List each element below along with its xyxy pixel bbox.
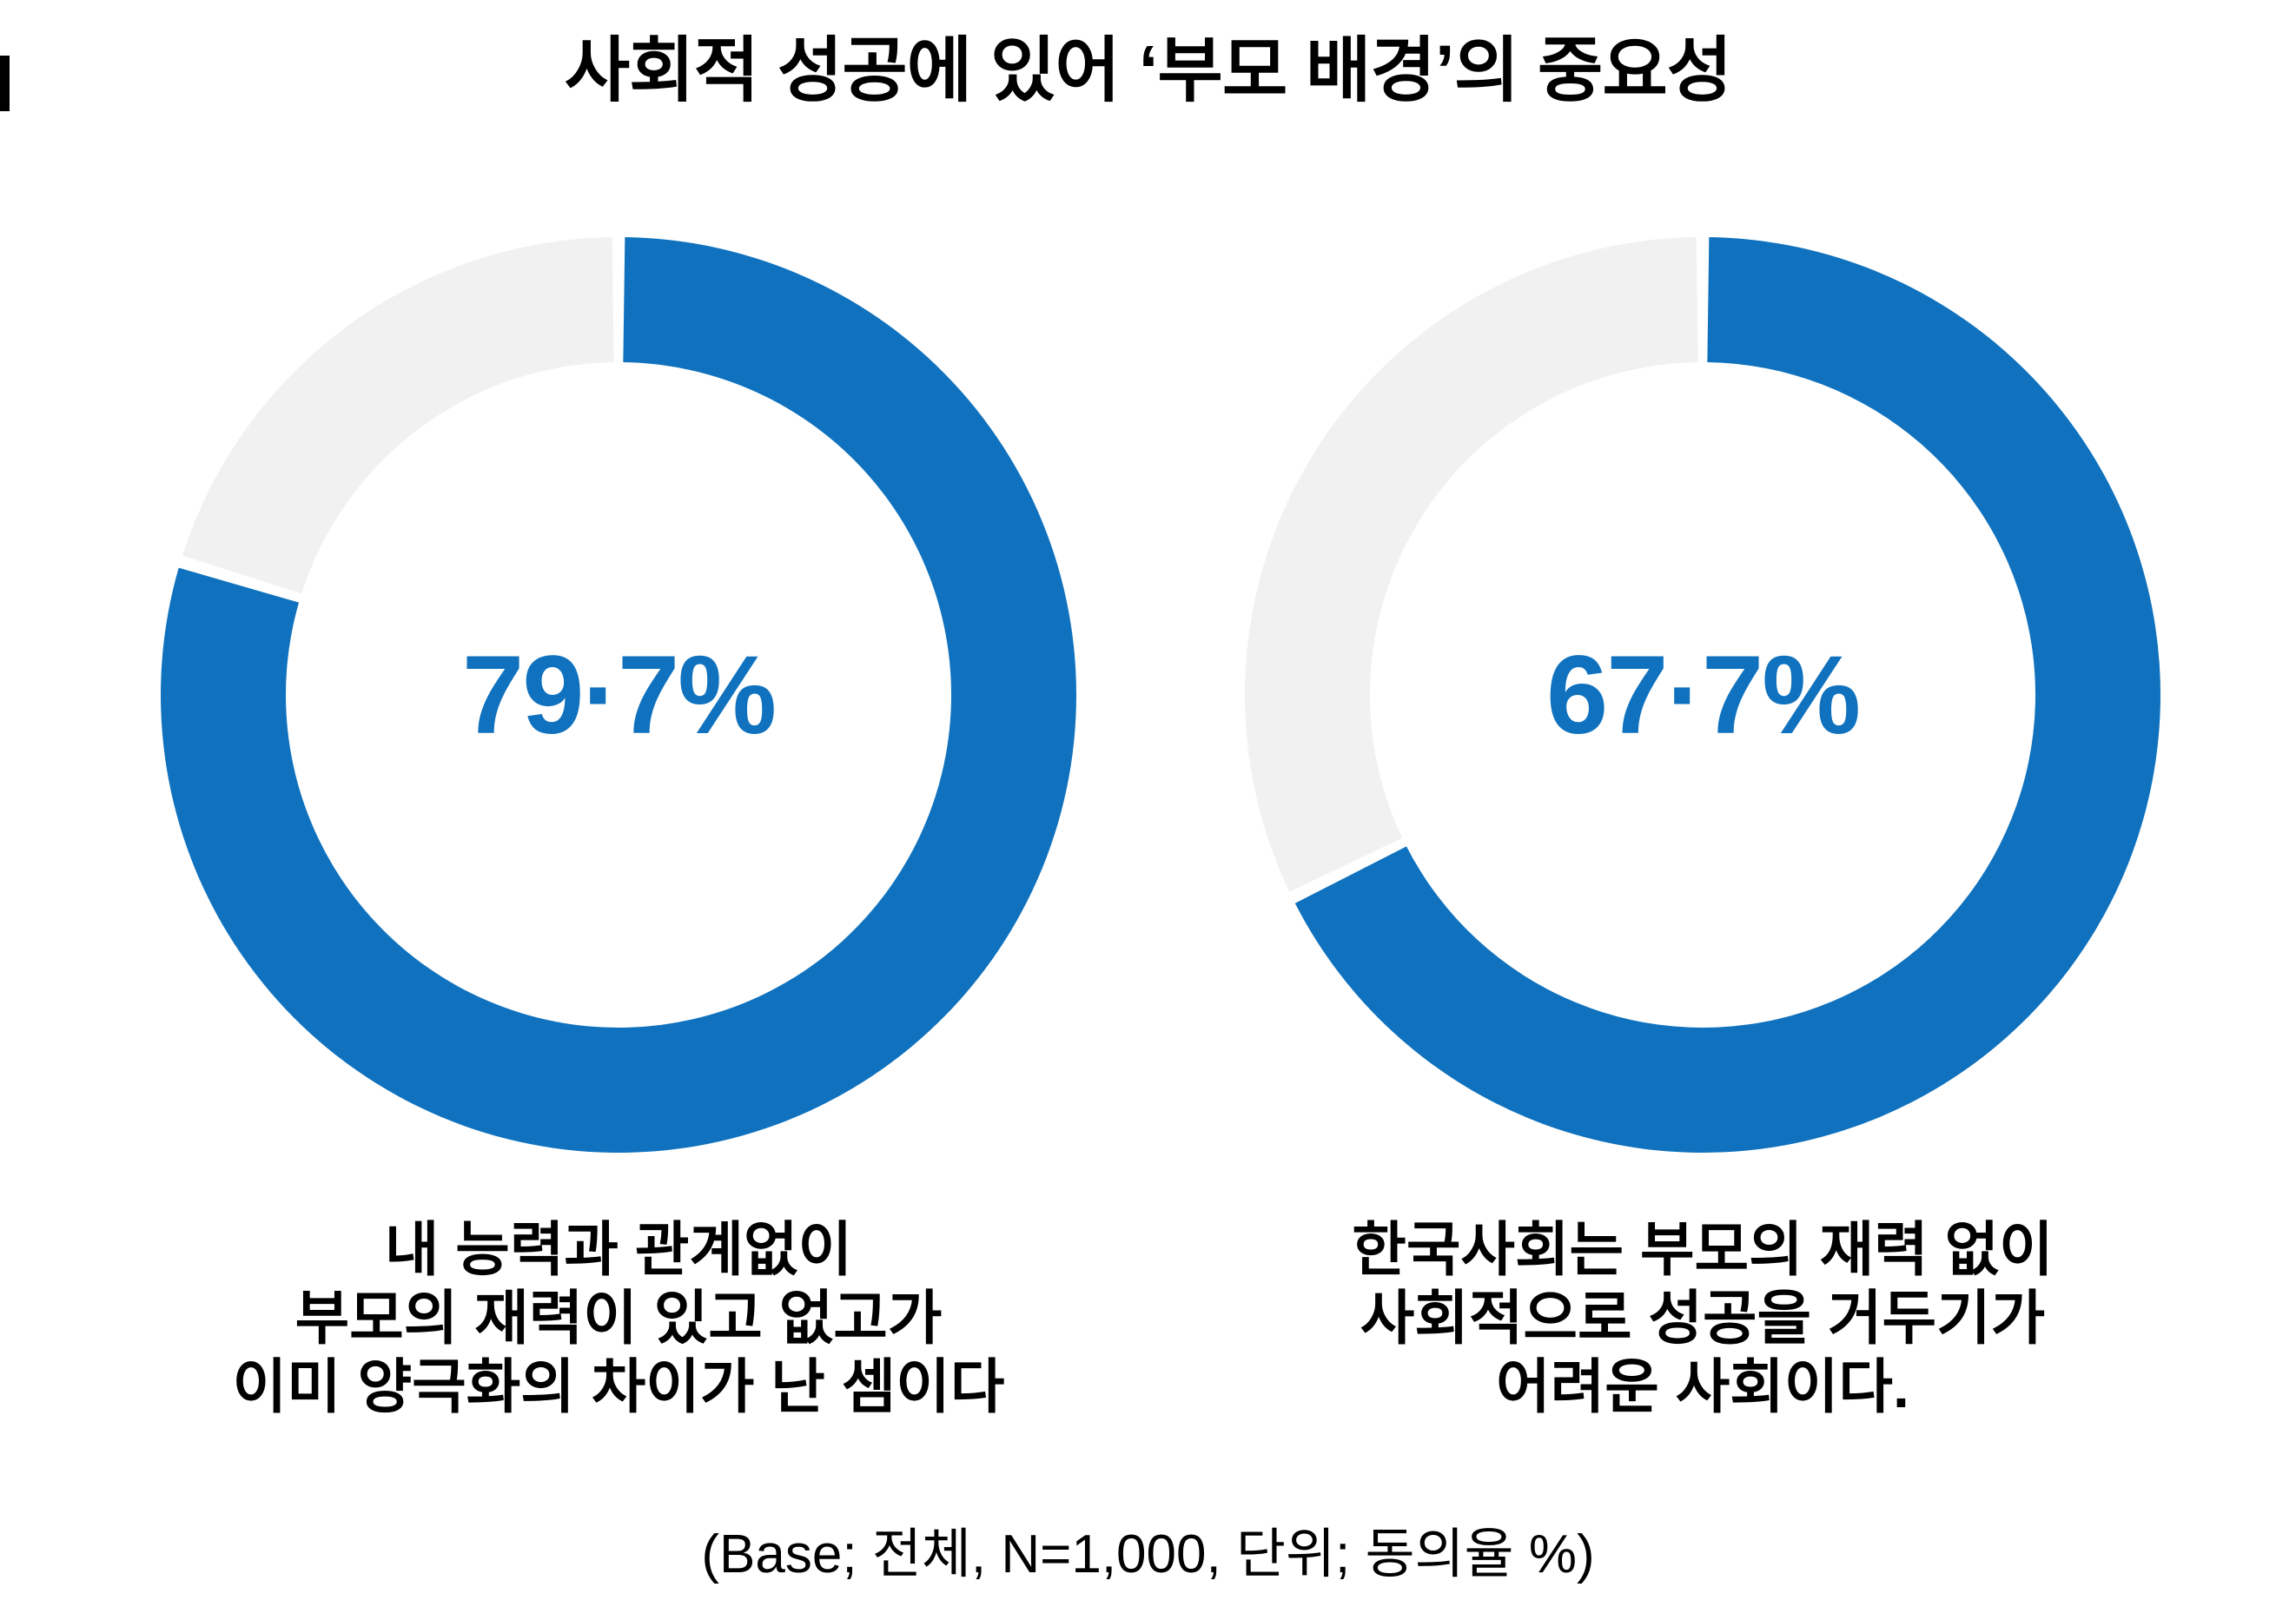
base-note: (Base; 전체, N=1,000, 단위; 동의율 %): [701, 1524, 1595, 1584]
donut-chart-left: 79·7%: [149, 226, 1088, 1164]
donut-ring-right: [1244, 237, 2160, 1153]
caption-line: 어려운 사회이다.: [1496, 1353, 1909, 1420]
caption-line: 부모의 재력이 있고 없고가: [294, 1285, 943, 1352]
donut-segment: [1294, 237, 2160, 1153]
caption-line: 이미 양극화의 차이가 난 셈이다: [232, 1353, 1005, 1420]
donut-ring-left: [160, 237, 1076, 1153]
donut-caption-right: 한국사회는 부모의 재력 없이 사회적으로 성공을 거두기가 어려운 사회이다.: [1199, 1216, 2207, 1422]
donut-chart-right: 67·7%: [1234, 226, 2172, 1164]
caption-line: 한국사회는 부모의 재력 없이: [1352, 1217, 2054, 1283]
left-edge-mark: [0, 56, 10, 111]
donut-caption-left: 내 능력과 관계없이 부모의 재력이 있고 없고가 이미 양극화의 차이가 난 …: [115, 1216, 1122, 1422]
caption-line: 내 능력과 관계없이: [384, 1217, 853, 1283]
donut-segment: [1244, 237, 1698, 892]
donut-segment: [182, 237, 614, 594]
page-title: 사회적 성공에 있어 ‘부모 배경’의 중요성: [564, 31, 1733, 110]
caption-line: 사회적으로 성공을 거두기가: [1360, 1285, 2046, 1352]
